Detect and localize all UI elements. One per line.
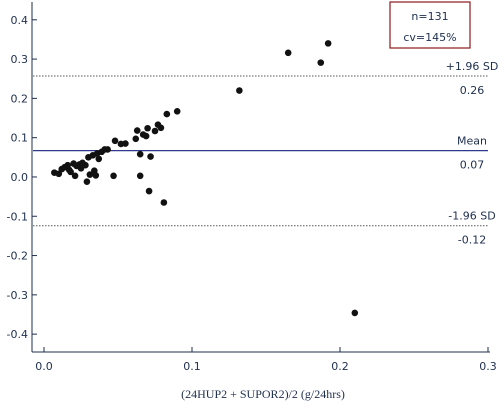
mean-value: 0.07: [460, 159, 485, 172]
data-point: [86, 171, 94, 178]
data-point: [136, 172, 144, 180]
data-point: [173, 108, 181, 115]
data-point: [144, 124, 151, 132]
x-tick-label: 0.3: [479, 360, 497, 373]
x-tick-label: 0.1: [183, 360, 201, 373]
data-point: [132, 135, 140, 143]
y-tick-label: -0.2: [7, 250, 28, 263]
x-tick-label: 0.0: [35, 360, 53, 373]
y-tick-label: -0.4: [7, 328, 28, 341]
data-point: [145, 187, 153, 195]
data-point: [55, 170, 63, 178]
reference-lines: +1.96 SD 0.26 Mean 0.07 -1.96 SD -0.12: [33, 60, 498, 247]
stats-n: n=131: [411, 10, 448, 23]
data-point: [142, 132, 150, 140]
data-point: [92, 172, 100, 179]
x-axis-title: (24HUP2 + SUPOR2)/2 (g/24hrs): [181, 387, 345, 401]
data-point: [67, 168, 74, 176]
y-tick-label: 0.0: [11, 171, 29, 184]
data-point: [157, 124, 165, 132]
data-point: [83, 178, 91, 185]
data-point: [136, 150, 144, 158]
mean-label: Mean: [457, 135, 487, 148]
data-point: [324, 40, 332, 47]
data-point: [163, 110, 171, 118]
axes: -0.4 -0.3 -0.2 -0.1 0.0 0.1 0.2 0.3 0.4 0.0 0.1 0.2…: [7, 2, 497, 373]
upper-value: 0.26: [460, 84, 485, 97]
data-point: [82, 161, 89, 169]
data-point: [104, 146, 111, 153]
y-tick-label: -0.1: [7, 210, 28, 223]
data-point: [317, 59, 325, 66]
data-point: [110, 172, 117, 180]
y-tick-label: -0.3: [7, 289, 28, 302]
data-point: [122, 140, 129, 147]
stats-box-border: [389, 1, 471, 49]
y-tick-label: 0.3: [11, 53, 29, 66]
lower-value: -0.12: [458, 234, 486, 247]
data-point: [147, 153, 154, 160]
data-point: [95, 155, 103, 163]
data-point: [151, 127, 159, 135]
x-tick-label: 0.2: [331, 360, 349, 373]
lower-label: -1.96 SD: [448, 210, 495, 223]
y-tick-label: 0.4: [11, 14, 29, 27]
upper-label: +1.96 SD: [446, 60, 499, 73]
y-tick-label: 0.2: [11, 92, 29, 105]
data-point: [160, 199, 168, 206]
data-point: [71, 172, 79, 180]
data-point: [236, 87, 243, 94]
y-tick-label: 0.1: [11, 132, 29, 145]
data-point: [133, 127, 141, 134]
data-point: [284, 49, 292, 57]
stats-cv: cv=145%: [403, 31, 456, 44]
data-point: [351, 309, 359, 317]
data-point: [111, 137, 119, 145]
stats-box: n=131 cv=145%: [389, 1, 471, 49]
data-points: [51, 40, 359, 317]
